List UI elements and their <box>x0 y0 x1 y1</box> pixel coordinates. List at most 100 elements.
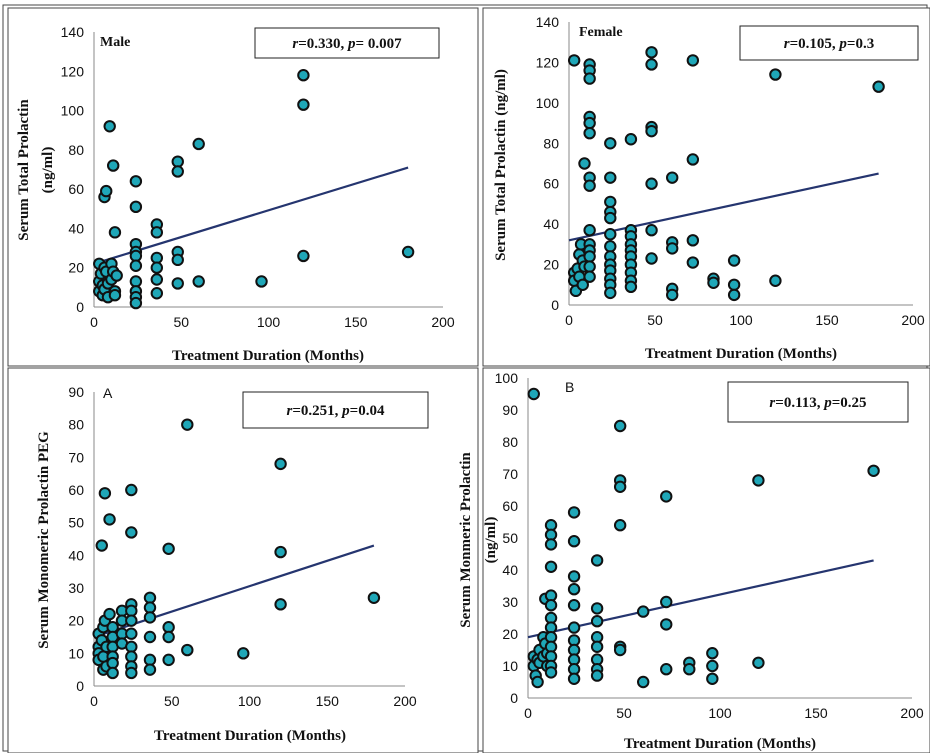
data-point <box>613 480 627 493</box>
data-point <box>645 124 658 138</box>
data-point <box>544 599 558 612</box>
data-point <box>181 418 194 431</box>
data-point <box>583 126 596 140</box>
data-point <box>578 157 591 170</box>
y-tick-label: 40 <box>543 216 559 232</box>
data-point <box>706 647 719 660</box>
data-point <box>604 171 617 184</box>
data-point <box>613 643 627 657</box>
y-tick-label: 10 <box>502 658 518 674</box>
data-point <box>686 234 700 247</box>
data-point <box>752 474 765 487</box>
data-point <box>567 672 581 685</box>
x-tick-label: 100 <box>238 693 262 709</box>
data-point <box>125 614 138 627</box>
panel-3: 0 50 100 150 200 0 10 20 30 40 50 60 70 80 90 Treatment… <box>7 367 479 753</box>
y-tick-label: 80 <box>68 142 84 158</box>
data-point <box>255 275 268 288</box>
data-point <box>103 513 116 526</box>
y-tick-label: 90 <box>68 384 84 400</box>
data-point <box>297 69 310 82</box>
data-point <box>686 153 700 166</box>
data-point <box>727 278 741 291</box>
data-point <box>604 286 617 300</box>
data-point <box>752 656 765 669</box>
data-point <box>110 269 123 282</box>
panel-border <box>7 367 479 753</box>
x-tick-label: 200 <box>900 705 924 721</box>
panel-label: Female <box>579 25 623 40</box>
data-point <box>237 647 250 660</box>
stats-text: r=0.105, p=0.3 <box>784 36 874 52</box>
data-point <box>181 643 194 657</box>
data-point <box>367 591 381 604</box>
y-axis-title: (ng/ml) <box>40 147 56 194</box>
data-point <box>274 598 287 611</box>
y-tick-label: 100 <box>495 370 519 386</box>
y-tick-label: 70 <box>68 449 84 465</box>
y-tick-label: 140 <box>536 14 560 30</box>
y-tick-label: 40 <box>68 547 84 563</box>
data-point <box>637 675 650 689</box>
panel-border <box>482 367 930 753</box>
data-point <box>150 273 164 286</box>
y-tick-label: 20 <box>502 626 518 642</box>
data-point <box>527 387 540 401</box>
data-point <box>125 526 138 539</box>
data-point <box>645 58 658 71</box>
stats-box <box>727 381 909 423</box>
data-point <box>604 228 617 241</box>
y-tick-label: 80 <box>543 135 559 151</box>
y-tick-label: 0 <box>551 297 559 313</box>
data-point <box>590 615 604 628</box>
data-point <box>162 542 175 555</box>
data-point <box>143 630 157 644</box>
data-point <box>103 120 116 133</box>
data-point <box>624 133 638 146</box>
stats-box <box>739 25 919 61</box>
data-point <box>867 464 880 477</box>
y-axis-title: Serum Monmeric Prolactin <box>458 452 474 628</box>
data-point <box>150 261 164 274</box>
panel-border <box>482 7 930 367</box>
data-point <box>660 595 673 609</box>
panel-1: 0 50 100 150 200 0 20 40 60 80 100 120 140 Treatment … <box>7 7 479 367</box>
y-tick-label: 100 <box>61 103 85 119</box>
x-tick-label: 200 <box>393 693 417 709</box>
y-tick-label: 40 <box>502 562 518 578</box>
data-point <box>645 224 658 237</box>
data-point <box>583 179 596 192</box>
data-point <box>590 669 604 682</box>
y-tick-label: 20 <box>68 260 84 276</box>
data-point <box>567 570 581 583</box>
y-tick-label: 60 <box>502 498 518 514</box>
data-point <box>590 640 604 653</box>
x-tick-label: 100 <box>257 314 281 330</box>
data-point <box>706 672 719 685</box>
data-point <box>583 116 596 130</box>
y-tick-label: 0 <box>76 678 84 694</box>
data-point <box>707 276 720 289</box>
y-tick-label: 60 <box>68 181 84 197</box>
data-point <box>590 602 604 615</box>
data-point <box>129 175 143 188</box>
x-tick-label: 100 <box>729 312 753 328</box>
x-tick-label: 0 <box>90 314 98 330</box>
y-axis-title: (ng/ml) <box>483 517 499 564</box>
data-point <box>604 137 617 150</box>
data-point <box>150 287 164 300</box>
data-point <box>604 195 617 209</box>
x-axis-title: Treatment Duration (Months) <box>624 736 816 752</box>
data-point <box>645 46 658 59</box>
data-point <box>683 663 696 676</box>
data-point <box>645 252 658 265</box>
data-point <box>192 137 205 151</box>
data-point <box>544 560 558 573</box>
data-point <box>297 98 310 111</box>
y-tick-label: 90 <box>502 402 518 418</box>
data-point <box>666 171 679 184</box>
y-tick-label: 50 <box>502 530 518 546</box>
data-point <box>666 242 679 255</box>
y-axis-title: Serum Total Prolactin (ng/ml) <box>493 69 509 261</box>
